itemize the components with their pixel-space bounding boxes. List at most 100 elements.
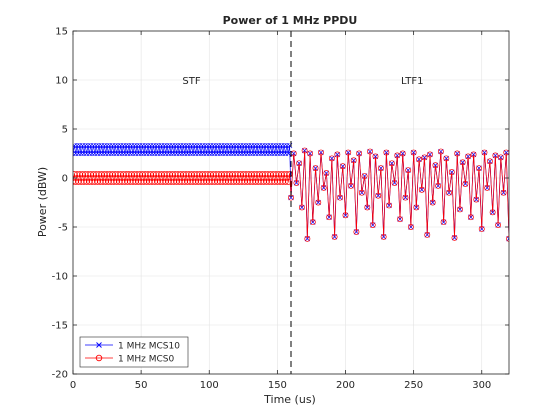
data-point <box>407 224 414 230</box>
data-point <box>418 186 425 193</box>
data-point <box>427 151 433 158</box>
y-tick-label: -20 <box>52 370 68 381</box>
data-point <box>298 204 305 211</box>
plot-frame <box>72 30 510 375</box>
data-point <box>470 151 477 158</box>
data-point <box>391 179 398 186</box>
data-point <box>331 233 338 240</box>
data-point <box>353 228 360 235</box>
data-point <box>424 231 431 238</box>
data-point <box>342 212 349 219</box>
annotation-ltf1: LTF1 <box>401 76 423 87</box>
data-point <box>286 171 293 178</box>
data-point <box>416 156 423 163</box>
data-point <box>506 236 509 242</box>
x-tick-label: 200 <box>336 380 355 391</box>
data-point <box>467 214 474 221</box>
data-point <box>500 189 507 196</box>
y-tick-label: -15 <box>52 321 68 332</box>
x-tick-label: 300 <box>472 380 491 391</box>
data-point <box>380 233 387 240</box>
data-point <box>375 192 382 199</box>
data-point <box>497 154 504 161</box>
x-axis-label: Time (us) <box>263 393 316 406</box>
legend-item-mcs0: 1 MHz MCS0 <box>85 355 174 365</box>
data-point <box>315 199 322 206</box>
legend-box <box>79 336 189 368</box>
data-point <box>337 194 343 201</box>
data-point <box>440 219 447 226</box>
data-point <box>432 162 439 169</box>
data-point <box>413 204 420 211</box>
data-point <box>446 189 452 196</box>
x-tick-label: 0 <box>70 380 76 391</box>
data-point <box>486 158 493 165</box>
data-point <box>377 165 384 172</box>
annotation-stf: STF <box>182 76 200 87</box>
data-point <box>386 202 393 209</box>
x-tick-label: 100 <box>200 380 219 391</box>
data-point <box>388 160 395 167</box>
data-point <box>405 167 412 174</box>
data-point <box>454 150 461 157</box>
data-point <box>448 169 455 176</box>
data-point <box>361 173 368 179</box>
data-point <box>356 150 363 157</box>
data-point <box>285 150 291 157</box>
legend: 1 MHz MCS10 1 MHz MCS0 <box>79 336 189 368</box>
data-point <box>481 149 488 156</box>
x-tick-label: 150 <box>268 380 287 391</box>
data-point <box>495 222 502 228</box>
data-point <box>345 149 352 156</box>
data-point <box>429 199 436 206</box>
data-point <box>465 153 472 160</box>
data-point <box>296 160 303 167</box>
data-point <box>435 182 442 189</box>
y-tick-label: -10 <box>52 272 68 283</box>
data-point <box>350 157 357 164</box>
y-tick-label: 5 <box>62 125 68 136</box>
data-point <box>283 171 290 178</box>
data-point <box>326 214 333 221</box>
data-point <box>492 152 499 159</box>
data-point <box>282 178 289 185</box>
data-point <box>394 152 401 159</box>
data-point <box>309 219 316 226</box>
data-point <box>478 226 485 232</box>
data-point <box>462 180 469 187</box>
data-point <box>399 150 406 157</box>
data-point <box>489 209 496 216</box>
y-tick-label: 15 <box>55 27 68 38</box>
y-axis-label: Power (dBW) <box>36 167 49 237</box>
y-tick-label: 10 <box>55 76 68 87</box>
data-point <box>437 148 444 155</box>
data-point <box>293 179 300 186</box>
series-mcs0 <box>73 147 509 242</box>
data-point <box>318 149 324 156</box>
data-point <box>304 235 311 242</box>
data-point <box>301 147 308 154</box>
data-point <box>457 206 463 213</box>
legend-marker-mcs10 <box>96 342 102 348</box>
legend-marker-mcs0 <box>95 354 103 362</box>
data-point <box>312 165 319 172</box>
chart-title: Power of 1 MHz PPDU <box>223 14 358 27</box>
data-point <box>484 184 491 191</box>
data-point <box>443 155 450 162</box>
data-point <box>334 151 341 158</box>
data-point <box>410 149 417 156</box>
data-point <box>339 163 346 170</box>
series-layer <box>73 143 509 242</box>
data-point <box>383 149 390 156</box>
data-point <box>358 189 365 196</box>
x-tick-label: 250 <box>404 380 423 391</box>
data-point <box>323 170 330 177</box>
series-mcs10 <box>73 143 509 242</box>
data-point <box>451 234 458 241</box>
y-tick-label: -5 <box>58 223 68 234</box>
axis-ticks: 0 50 100 150 200 250 300 -20 -15 -10 -5 0 5 10 15 <box>52 27 509 391</box>
data-point <box>307 150 314 157</box>
data-point <box>459 159 466 166</box>
x-tick-label: 50 <box>135 380 148 391</box>
legend-label-mcs10: 1 MHz MCS10 <box>118 342 180 352</box>
